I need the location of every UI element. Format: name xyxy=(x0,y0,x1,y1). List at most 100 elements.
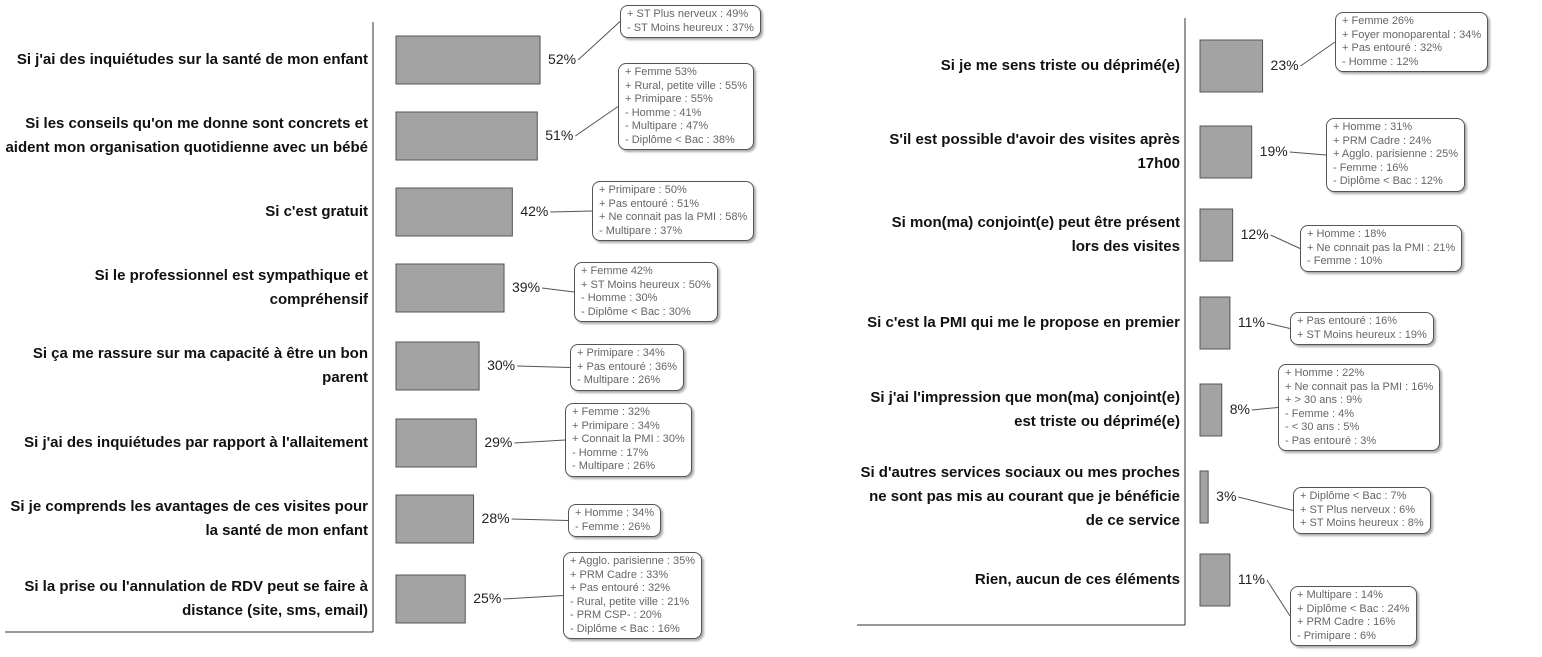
callout-line: - Diplôme < Bac : 16% xyxy=(570,622,680,635)
value-label: 12% xyxy=(1240,226,1269,242)
callout-connector xyxy=(577,21,621,61)
bar xyxy=(395,494,475,544)
category-label: Si mon(ma) conjoint(e) peut être présent… xyxy=(891,214,1180,255)
callout-line: - Homme : 30% xyxy=(581,292,658,304)
callout-line: + Femme 42% xyxy=(581,265,653,277)
bar xyxy=(395,111,538,161)
bar xyxy=(395,341,480,391)
callout-line: - Femme : 4% xyxy=(1285,407,1355,420)
callout-connector xyxy=(1289,151,1327,156)
value-label: 11% xyxy=(1237,571,1265,587)
value-label: 11% xyxy=(1237,314,1265,330)
callout: + Femme : 32% + Primipare : 34% + Connait … xyxy=(565,403,692,477)
callout-line: + > 30 ans : 9% xyxy=(1285,394,1363,406)
callout-line: + Homme : 34% xyxy=(575,507,655,519)
callout-line: - Homme : 12% xyxy=(1342,55,1419,68)
callout-connector xyxy=(511,518,569,521)
category-label: Si c'est gratuit xyxy=(265,203,368,220)
callout-line: - Multipare : 37% xyxy=(599,224,683,237)
callout: + Primipare : 34% + Pas entouré : 36% - Mu… xyxy=(570,344,684,391)
callout: + ST Plus nerveux : 49% - ST Moins heureu… xyxy=(620,5,761,38)
category-label: Si j'ai des inquiétudes sur la santé de … xyxy=(16,51,368,68)
callout-line: + Agglo. parisienne : 35% xyxy=(570,555,696,567)
callout-line: - ST Moins heureux : 37% xyxy=(627,21,754,34)
callout-line: + Femme 26% xyxy=(1342,15,1414,27)
callout-line: - Femme : 26% xyxy=(575,520,651,533)
callout-line: + Primipare : 34% xyxy=(577,347,665,359)
bar xyxy=(395,35,541,85)
callout: + Homme : 31% + PRM Cadre : 24% + Agglo. p… xyxy=(1326,118,1466,192)
callout-line: - Rural, petite ville : 21% xyxy=(570,595,690,608)
bar xyxy=(1199,39,1264,93)
callout: + Primipare : 50% + Pas entouré : 51% + Ne… xyxy=(592,181,755,241)
callout-connector xyxy=(574,106,619,137)
bar xyxy=(1199,553,1231,607)
callout-line: + Multipare : 14% xyxy=(1297,589,1383,601)
callout-line: - Multipare : 26% xyxy=(572,460,656,472)
callout: + Agglo. parisienne : 35% + PRM Cadre : 3… xyxy=(563,552,703,639)
callout-line: + Primipare : 50% xyxy=(599,184,687,196)
callout-line: + Pas entouré : 32% xyxy=(570,582,670,594)
bar xyxy=(1199,208,1234,262)
callout-connector xyxy=(517,365,571,368)
callout-connector xyxy=(1270,234,1301,249)
bar xyxy=(1199,383,1223,437)
callout-connector xyxy=(503,595,564,600)
callout-line: + Femme : 32% xyxy=(572,406,650,418)
bar xyxy=(395,418,477,468)
callout: + Multipare : 14% + Diplôme < Bac : 24% + … xyxy=(1290,586,1417,646)
callout-line: - Femme : 10% xyxy=(1307,255,1383,267)
callout-line: + Diplôme < Bac : 7% xyxy=(1300,490,1407,502)
bar xyxy=(1199,296,1231,350)
category-label: Si d'autres services sociaux ou mes proc… xyxy=(860,464,1180,529)
category-label: Si la prise ou l'annulation de RDV peut … xyxy=(24,578,368,619)
bar xyxy=(395,187,513,237)
callout-connector xyxy=(550,210,593,213)
value-label: 29% xyxy=(484,434,513,450)
callout-connector xyxy=(1300,41,1336,67)
callout-line: + Pas entouré : 36% xyxy=(577,360,677,373)
bar xyxy=(395,574,466,624)
callout-line: - < 30 ans : 5% xyxy=(1285,421,1360,433)
value-label: 19% xyxy=(1259,143,1288,159)
callout-line: + Pas entouré : 16% xyxy=(1297,315,1397,327)
callout-line: + Pas entouré : 32% xyxy=(1342,42,1442,54)
callout-line: - Homme : 17% xyxy=(572,446,649,459)
bar xyxy=(395,263,505,313)
callout-line: + PRM Cadre : 16% xyxy=(1297,616,1396,628)
callout-line: + ST Moins heureux : 8% xyxy=(1300,517,1424,529)
callout-line: + Ne connait pas la PMI : 21% xyxy=(1307,241,1456,254)
category-label: S'il est possible d'avoir des visites ap… xyxy=(889,131,1180,172)
value-label: 25% xyxy=(473,590,502,606)
callout-line: + PRM Cadre : 33% xyxy=(570,568,669,581)
callout-line: - Femme : 16% xyxy=(1333,161,1409,174)
callout-connector xyxy=(1251,407,1279,411)
callout-connector xyxy=(1266,322,1291,329)
category-label: Si je comprends les avantages de ces vis… xyxy=(10,498,368,539)
value-label: 28% xyxy=(481,510,510,526)
callout-line: + Homme : 22% xyxy=(1285,367,1365,379)
callout-connector xyxy=(1238,496,1294,511)
category-label: Si ça me rassure sur ma capacité à être … xyxy=(32,345,368,386)
callout: + Homme : 18% + Ne connait pas la PMI : 2… xyxy=(1300,225,1463,272)
callout-line: - Diplôme < Bac : 12% xyxy=(1333,175,1443,187)
callout-line: + Agglo. parisienne : 25% xyxy=(1333,148,1459,160)
category-label: Si le professionnel est sympathique et c… xyxy=(94,267,368,308)
bar xyxy=(1199,125,1253,179)
callout-line: + Homme : 18% xyxy=(1307,228,1387,240)
category-label: Si les conseils qu'on me donne sont conc… xyxy=(5,115,368,156)
callout: + Femme 53% + Rural, petite ville : 55% + … xyxy=(618,63,754,150)
callout-line: - Multipare : 47% xyxy=(625,120,709,132)
callout-line: + ST Moins heureux : 50% xyxy=(581,278,711,291)
callout-connector xyxy=(1266,579,1291,617)
callout: + Homme : 34% - Femme : 26% xyxy=(568,504,662,537)
callout-line: + PRM Cadre : 24% xyxy=(1333,134,1432,147)
callout-line: + Connait la PMI : 30% xyxy=(572,433,685,445)
callout-line: + Ne connait pas la PMI : 16% xyxy=(1285,380,1434,393)
callout-connector xyxy=(514,439,566,444)
value-label: 52% xyxy=(548,51,577,67)
callout-line: - Pas entouré : 3% xyxy=(1285,434,1377,447)
value-label: 8% xyxy=(1229,401,1250,417)
